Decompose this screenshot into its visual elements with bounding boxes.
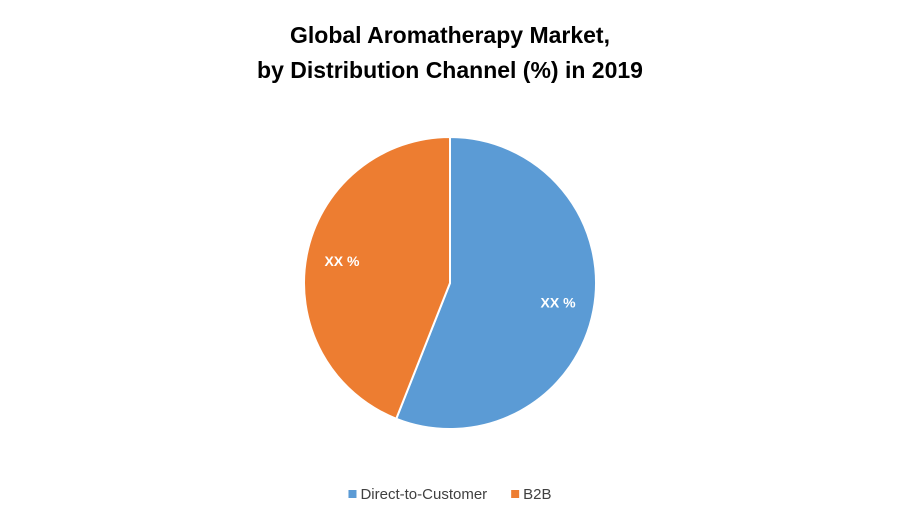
legend-swatch (348, 490, 357, 498)
pie-slice (394, 135, 597, 430)
chart-title: Global Aromatherapy Market, by Distribut… (257, 22, 643, 83)
pie-slice (303, 135, 451, 421)
legend-label: B2B (523, 486, 551, 503)
data-label: XX % (541, 294, 577, 310)
legend-label: Direct-to-Customer (360, 486, 487, 503)
data-label: XX % (324, 253, 360, 269)
legend-swatch (511, 490, 520, 498)
